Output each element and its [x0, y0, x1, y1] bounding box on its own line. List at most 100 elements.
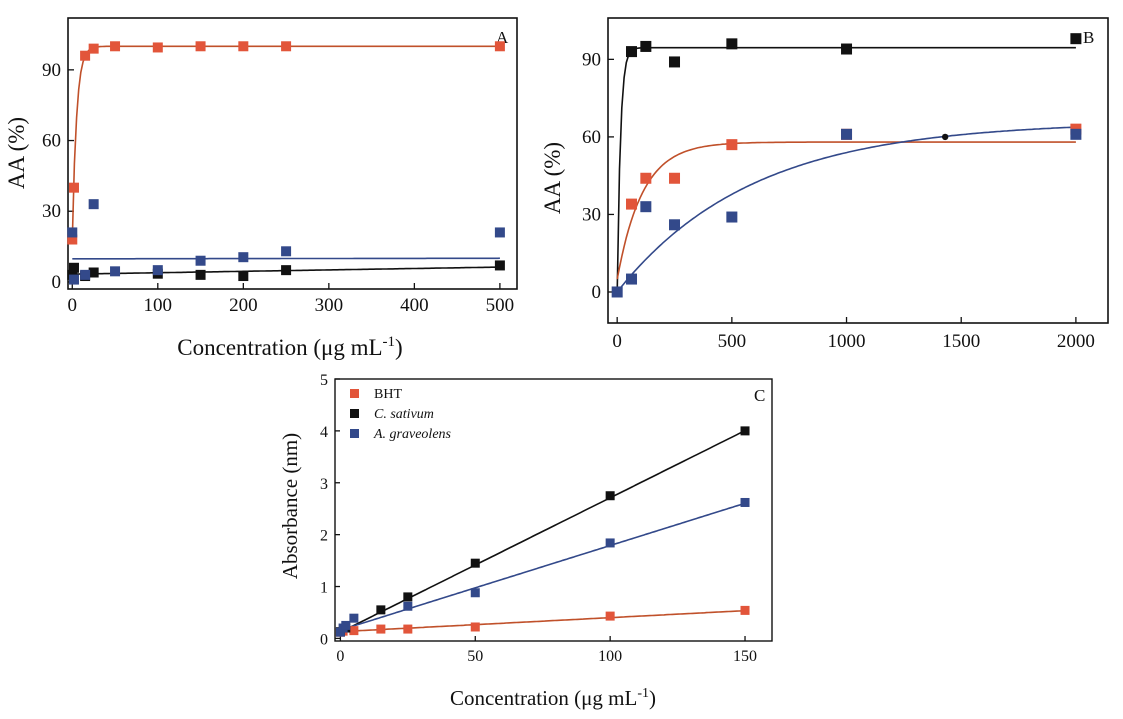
fit-line-bht	[340, 609, 746, 633]
data-point-a-graveolens	[669, 219, 681, 231]
data-point-a-graveolens	[403, 601, 413, 611]
legend-swatch	[350, 389, 359, 398]
y-tick-label: 30	[582, 204, 601, 225]
fit-curves	[71, 45, 500, 275]
legend-label: C. sativum	[374, 407, 434, 422]
data-point-bht	[740, 605, 750, 615]
legend-swatch	[350, 429, 359, 438]
data-point-bht	[669, 172, 681, 184]
x-tick-label: 0	[612, 331, 622, 352]
x-tick-label: 100	[144, 295, 173, 316]
data-point-c-sativum	[669, 56, 681, 68]
data-point-a-graveolens	[841, 128, 853, 140]
data-point-c-sativum	[626, 46, 638, 58]
plot-frame	[607, 17, 1109, 324]
data-point-a-graveolens	[195, 255, 206, 266]
data-point-a-graveolens	[349, 613, 359, 623]
data-point-bht	[470, 622, 480, 632]
x-axis-label: Concentration (μg mL-1)	[177, 334, 402, 360]
y-tick-label: 1	[320, 580, 328, 597]
data-point-a-graveolens	[68, 274, 79, 285]
data-point-a-graveolens	[605, 538, 615, 548]
fit-line-a-graveolens	[616, 126, 1076, 293]
x-tick-label: 1000	[828, 331, 866, 352]
y-tick-label: 0	[52, 272, 62, 293]
data-markers	[67, 41, 505, 285]
x-tick-label: 500	[718, 331, 747, 352]
data-point-bht	[238, 41, 249, 52]
y-tick-label: 90	[582, 49, 601, 70]
x-tick-label: 50	[467, 648, 483, 665]
data-point-c-sativum	[195, 269, 206, 280]
y-tick-label: 60	[42, 131, 61, 152]
x-tick-label: 150	[733, 648, 757, 665]
y-tick-label: 3	[320, 476, 328, 493]
data-point-bht	[494, 41, 505, 52]
data-point-bht	[626, 198, 638, 210]
y-tick-label: 60	[582, 127, 601, 148]
fit-line-c-sativum	[616, 46, 1076, 293]
data-point-c-sativum	[403, 592, 413, 602]
data-point-c-sativum	[68, 262, 79, 273]
data-markers	[335, 426, 750, 637]
fit-line-c-sativum	[340, 429, 746, 633]
x-tick-label: 2000	[1057, 331, 1095, 352]
data-point-bht	[80, 50, 91, 61]
plot-frame	[334, 378, 773, 642]
panel-c: C 0 50 100 150 0 1 2 3 4 5 BHT C. sativum A. graveo…	[278, 372, 773, 710]
x-tick-label: 400	[400, 295, 429, 316]
data-point-bht	[68, 182, 79, 193]
fit-line-bht	[71, 45, 500, 240]
x-tick-label: 100	[598, 648, 622, 665]
legend-label: A. graveolens	[373, 427, 452, 442]
x-axis-label: Concentration (μg mL-1)	[450, 686, 656, 710]
x-tick-label: 500	[486, 295, 515, 316]
data-point-bht	[281, 41, 292, 52]
y-tick-label: 0	[592, 282, 602, 303]
data-point-a-graveolens	[494, 227, 505, 238]
x-tick-label: 0	[68, 295, 78, 316]
x-tick-label: 200	[229, 295, 258, 316]
fit-line-bht	[616, 141, 1076, 280]
tick-group: 0 100 200 300 400 500 0 30 60 90	[42, 60, 514, 316]
y-axis-label: Absorbance (nm)	[278, 433, 302, 579]
y-axis-label: AA (%)	[540, 142, 565, 214]
x-tick-label: 300	[315, 295, 344, 316]
fit-line-a-graveolens	[72, 257, 500, 260]
data-markers	[611, 33, 1082, 298]
intersection-dot	[941, 133, 949, 141]
data-point-bht	[605, 611, 615, 621]
data-point-bht	[110, 41, 121, 52]
data-point-a-graveolens	[281, 246, 292, 257]
data-point-a-graveolens	[470, 588, 480, 598]
tick-group: 0 50 100 150 0 1 2 3 4 5	[320, 372, 757, 665]
data-point-bht	[640, 172, 652, 184]
data-point-c-sativum	[841, 43, 853, 55]
data-point-a-graveolens	[640, 201, 652, 213]
data-point-c-sativum	[726, 38, 738, 50]
data-point-a-graveolens	[341, 620, 351, 630]
data-point-a-graveolens	[1070, 128, 1082, 140]
data-point-a-graveolens	[611, 286, 623, 298]
data-point-c-sativum	[470, 558, 480, 568]
data-point-bht	[376, 624, 386, 634]
data-point-bht	[403, 624, 413, 634]
data-point-c-sativum	[238, 271, 249, 282]
legend-label: BHT	[374, 387, 402, 402]
fit-line-a-graveolens	[340, 502, 746, 631]
y-tick-label: 2	[320, 528, 328, 545]
data-point-c-sativum	[1070, 33, 1082, 45]
data-point-bht	[67, 234, 78, 245]
data-point-c-sativum	[281, 265, 292, 276]
x-tick-label: 1500	[942, 331, 980, 352]
legend: BHT C. sativum A. graveolens	[350, 387, 452, 442]
data-point-a-graveolens	[80, 269, 91, 280]
data-point-bht	[88, 43, 99, 54]
fit-curves	[340, 429, 746, 633]
data-point-a-graveolens	[626, 273, 638, 285]
data-point-a-graveolens	[740, 497, 750, 507]
data-point-a-graveolens	[238, 252, 249, 263]
data-point-c-sativum	[740, 426, 750, 436]
